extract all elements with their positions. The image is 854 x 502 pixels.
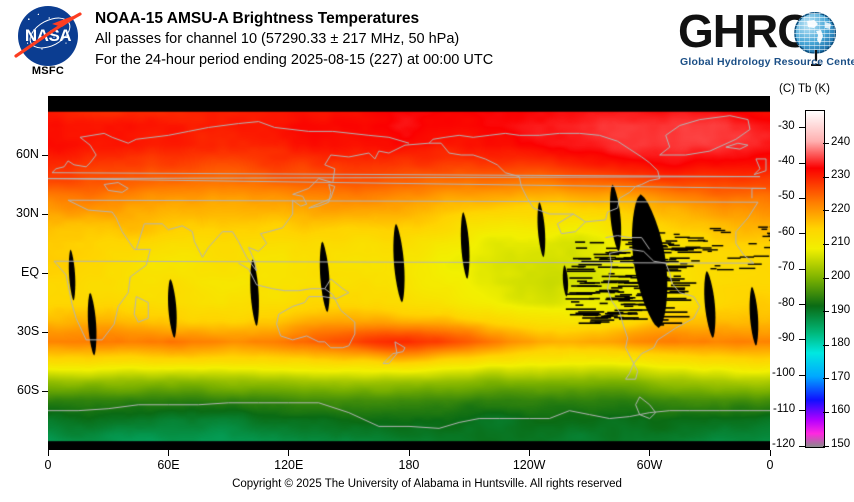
colorbar-kelvin-tick: [823, 177, 829, 178]
y-axis-label: EQ: [21, 265, 39, 279]
colorbar-kelvin-label: 170: [831, 371, 850, 383]
colorbar-kelvin-tick: [823, 210, 829, 211]
x-axis-label: 60E: [157, 458, 179, 472]
x-axis-label: 0: [767, 458, 774, 472]
nasa-center-label: MSFC: [10, 65, 86, 77]
colorbar-kelvin-tick: [823, 278, 829, 279]
colorbar: [805, 110, 825, 448]
x-axis-tick: [770, 450, 771, 456]
colorbar-celsius-label: -50: [778, 190, 795, 202]
colorbar-kelvin-tick: [823, 244, 829, 245]
globe-landmass-shapes: [794, 12, 836, 54]
channel-subtitle: All passes for channel 10 (57290.33 ± 21…: [95, 29, 675, 50]
map-raster: [48, 96, 770, 450]
y-axis-tick: [42, 214, 48, 215]
colorbar-celsius-label: -110: [773, 403, 795, 415]
colorbar-celsius-label: -100: [772, 367, 795, 379]
y-axis-label: 60N: [16, 147, 39, 161]
colorbar-kelvin-label: 190: [831, 304, 850, 316]
y-axis-tick: [42, 273, 48, 274]
ghrc-wordmark: GHRC: [678, 4, 809, 58]
colorbar-celsius-tick: [799, 410, 805, 411]
colorbar-celsius-label: -40: [778, 155, 795, 167]
ghrc-logo: GHRC Global Hydrology Resource Center: [678, 6, 838, 76]
colorbar-celsius-label: -120: [772, 438, 795, 450]
y-axis-tick: [42, 391, 48, 392]
title-block: NOAA-15 AMSU-A Brightness Temperatures A…: [95, 9, 675, 71]
x-axis-tick: [48, 450, 49, 456]
colorbar-gradient: [806, 111, 824, 447]
y-axis-label: 30N: [16, 206, 39, 220]
y-axis-label: 30S: [17, 324, 39, 338]
x-axis-tick: [168, 450, 169, 456]
colorbar-kelvin-tick: [823, 412, 829, 413]
colorbar-celsius-tick: [799, 304, 805, 305]
colorbar-kelvin-tick: [823, 345, 829, 346]
colorbar-kelvin-tick: [823, 378, 829, 379]
colorbar-kelvin-tick: [823, 446, 829, 447]
colorbar-celsius-tick: [799, 233, 805, 234]
colorbar-celsius-tick: [799, 127, 805, 128]
colorbar-kelvin-tick: [823, 311, 829, 312]
colorbar-kelvin-label: 240: [831, 136, 850, 148]
colorbar-celsius-tick: [799, 446, 805, 447]
x-axis-label: 120E: [274, 458, 303, 472]
colorbar-celsius-tick: [799, 198, 805, 199]
colorbar-kelvin-label: 210: [831, 236, 850, 248]
y-axis-tick: [42, 332, 48, 333]
colorbar-celsius-label: -60: [778, 226, 795, 238]
x-axis-tick: [409, 450, 410, 456]
colorbar-celsius-label: -90: [778, 332, 795, 344]
colorbar-kelvin-label: 160: [831, 404, 850, 416]
period-subtitle: For the 24-hour period ending 2025-08-15…: [95, 50, 675, 71]
colorbar-kelvin-label: 180: [831, 337, 850, 349]
colorbar-kelvin-label: 150: [831, 438, 850, 450]
y-axis-tick: [42, 155, 48, 156]
x-axis-label: 0: [45, 458, 52, 472]
colorbar-celsius-label: -70: [778, 261, 795, 273]
colorbar-celsius-label: -30: [778, 120, 795, 132]
x-axis-label: 60W: [637, 458, 663, 472]
page-title: NOAA-15 AMSU-A Brightness Temperatures: [95, 9, 675, 29]
colorbar-celsius-tick: [799, 339, 805, 340]
x-axis-label: 180: [399, 458, 420, 472]
nasa-red-chevron-icon: [12, 10, 84, 62]
ghrc-subtitle: Global Hydrology Resource Center: [680, 56, 854, 68]
colorbar-header: (C) Tb (K): [779, 83, 830, 95]
colorbar-kelvin-label: 220: [831, 203, 850, 215]
ghrc-globe-icon: [794, 12, 836, 54]
x-axis-label: 120W: [513, 458, 546, 472]
colorbar-kelvin-label: 230: [831, 169, 850, 181]
y-axis-label: 60S: [17, 383, 39, 397]
colorbar-celsius-label: -80: [778, 297, 795, 309]
x-axis-tick: [288, 450, 289, 456]
colorbar-kelvin-label: 200: [831, 270, 850, 282]
colorbar-kelvin-tick: [823, 143, 829, 144]
copyright-notice: Copyright © 2025 The University of Alaba…: [0, 478, 854, 490]
colorbar-celsius-tick: [799, 163, 805, 164]
x-axis-tick: [649, 450, 650, 456]
x-axis-tick: [529, 450, 530, 456]
colorbar-celsius-tick: [799, 375, 805, 376]
colorbar-celsius-tick: [799, 269, 805, 270]
brightness-temperature-map: [48, 96, 770, 450]
nasa-msfc-logo: NASA MSFC: [10, 4, 86, 80]
